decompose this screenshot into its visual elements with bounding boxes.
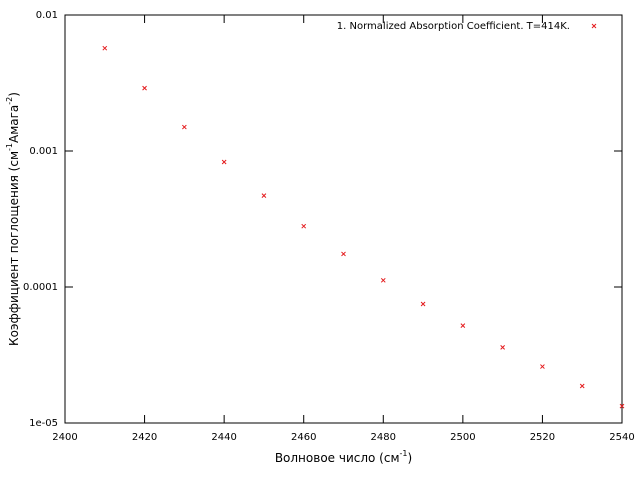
legend-label: 1. Normalized Absorption Coefficient. T=… [337,21,570,32]
point [619,403,625,409]
y-tick-label: 0.001 [29,146,58,157]
x-tick-label: 2420 [132,432,157,443]
point [142,85,147,91]
point [579,383,585,389]
x-tick-label: 2460 [291,432,316,443]
point [182,124,187,130]
x-tick-label: 2480 [371,432,396,443]
y-axis-title-part: -2 [5,97,14,105]
y-axis-title-part: Амага [7,105,21,143]
y-axis-title-part: Коэффициент поглощения (см [7,151,21,346]
x-axis-title-part: Волновое число (см [275,451,400,465]
point [301,223,307,229]
x-tick-label: 2500 [450,432,475,443]
x-axis-title-part: -1 [400,449,408,458]
point [102,45,108,51]
y-tick-label: 0.0001 [23,282,58,293]
x-tick-label: 2400 [52,432,77,443]
legend-marker [591,23,597,29]
y-axis-title-part: ) [7,92,21,97]
y-axis-title: Коэффициент поглощения (см-1Амага-2) [5,92,21,346]
point [261,193,267,198]
x-tick-label: 2520 [530,432,555,443]
point [420,301,426,307]
x-tick-label: 2440 [211,432,236,443]
x-axis-title: Волновое число (см-1) [275,449,412,465]
x-tick-label: 2540 [609,432,634,443]
point [500,344,505,350]
point [380,277,386,283]
y-tick-label: 0.01 [36,10,58,21]
point [540,364,545,369]
point [460,323,466,328]
y-tick-label: 1e-05 [29,418,58,429]
plot-border [64,14,623,424]
y-axis-title-part: -1 [5,143,14,151]
point [341,251,346,257]
point [221,159,227,165]
x-axis-title-part: ) [407,451,412,465]
